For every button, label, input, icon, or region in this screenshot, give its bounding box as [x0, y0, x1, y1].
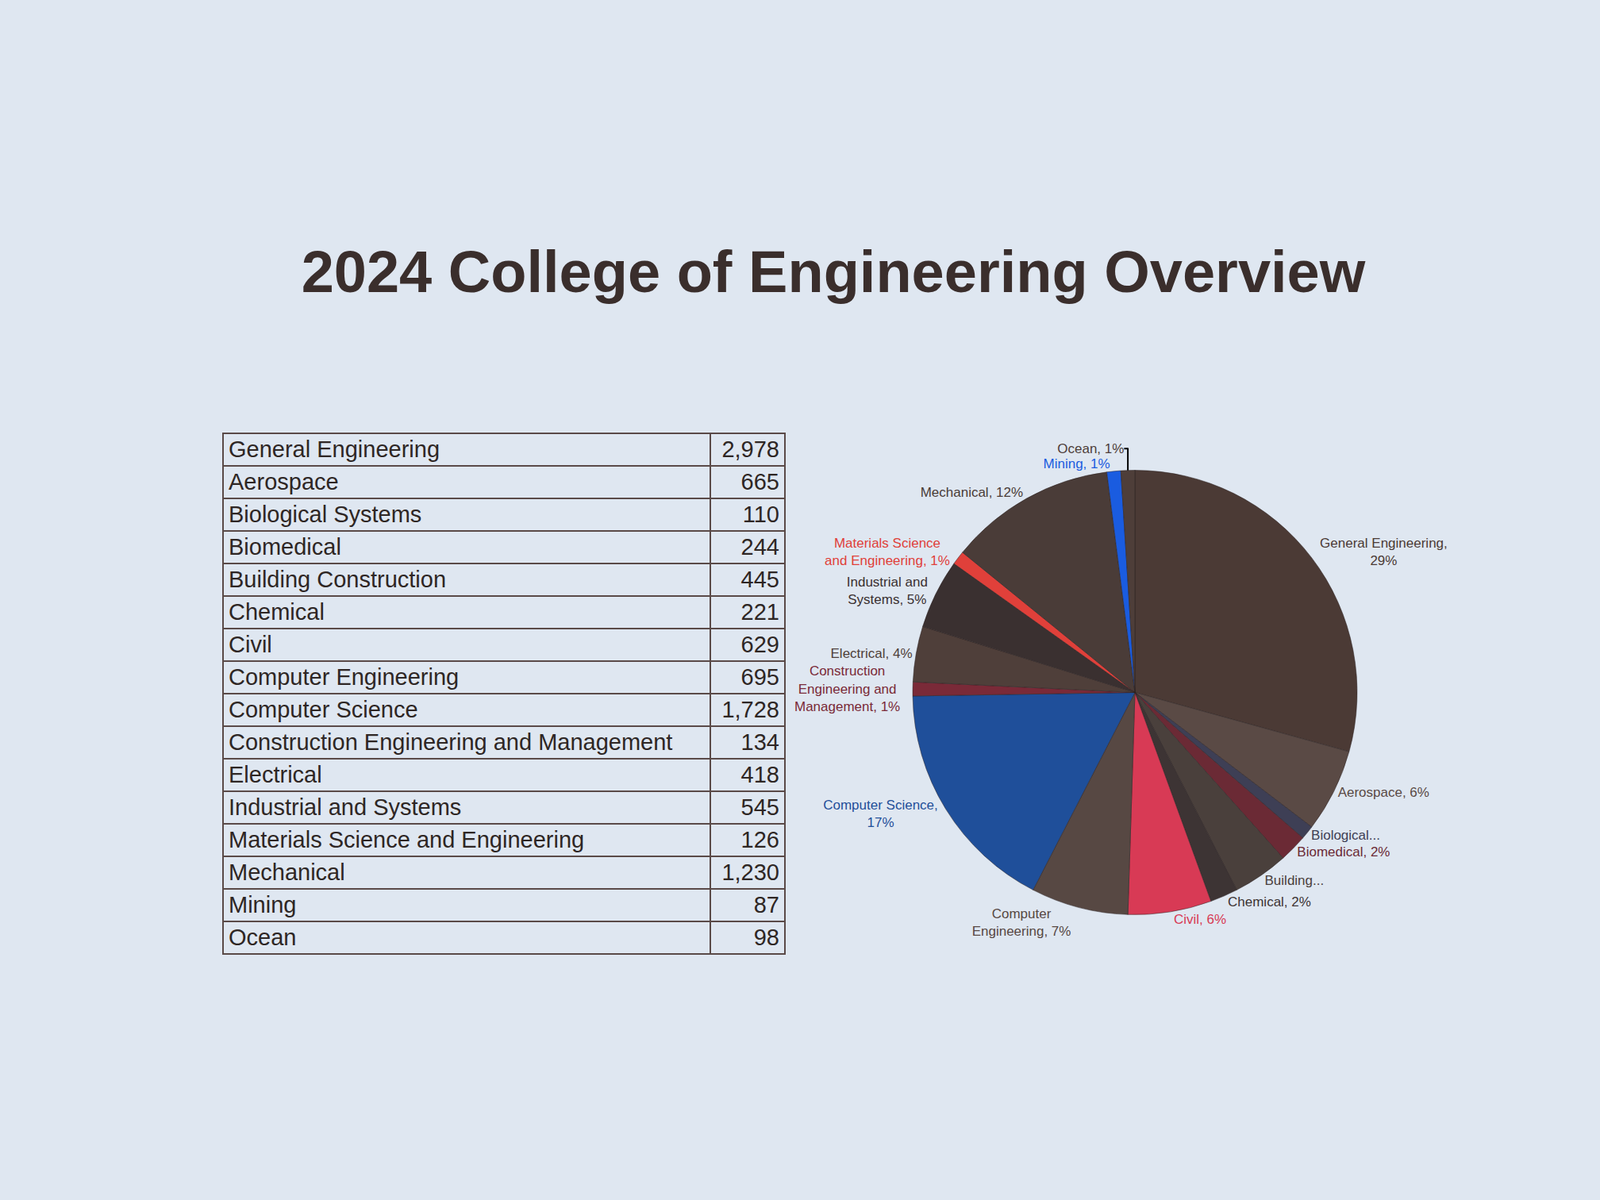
html-text:110: 110 — [742, 501, 780, 527]
svg-text:Chemical, 2%: Chemical, 2% — [1227, 894, 1312, 910]
html-text:126: 126 — [740, 826, 780, 853]
html-text:87: 87 — [753, 892, 780, 918]
svg-text:ConstructionEngineering andMan: ConstructionEngineering andManagement, 1… — [794, 663, 900, 714]
html-text:Chemical: Chemical — [228, 599, 325, 625]
svg-text:Building...: Building... — [1265, 873, 1325, 889]
html-text:445: 445 — [740, 566, 780, 593]
html-text:2,978: 2,978 — [721, 436, 780, 462]
svg-text:Mining, 1%: Mining, 1% — [1043, 456, 1111, 472]
svg-text:Biological...: Biological... — [1311, 827, 1381, 843]
svg-text:Materials Scienceand Engineeri: Materials Scienceand Engineering, 1% — [824, 535, 950, 569]
html-text:1,230: 1,230 — [721, 859, 780, 885]
html-text:2024 College of Engineering Ov: 2024 College of Engineering Overview — [301, 238, 1366, 305]
html-text:Industrial and Systems: Industrial and Systems — [228, 794, 462, 820]
html-text:Construction Engineering and M: Construction Engineering and Management — [228, 729, 673, 755]
svg-text:Biomedical, 2%: Biomedical, 2% — [1296, 844, 1390, 860]
html-text:1,728: 1,728 — [721, 696, 780, 723]
html-text:Biological Systems: Biological Systems — [228, 501, 422, 527]
html-text:665: 665 — [740, 469, 780, 495]
html-text:Electrical: Electrical — [228, 761, 322, 788]
svg-text:ComputerEngineering, 7%: ComputerEngineering, 7% — [972, 906, 1072, 939]
svg-text:Ocean, 1%: Ocean, 1% — [1057, 441, 1124, 457]
html-text:Civil: Civil — [228, 631, 273, 658]
html-text:Building Construction: Building Construction — [228, 566, 447, 593]
svg-text:Civil, 6%: Civil, 6% — [1173, 911, 1227, 927]
svg-text:Industrial andSystems, 5%: Industrial andSystems, 5% — [846, 574, 928, 608]
html-text:695: 695 — [740, 664, 780, 690]
html-text:244: 244 — [740, 534, 780, 560]
svg-text:Mechanical, 12%: Mechanical, 12% — [920, 484, 1024, 500]
svg-text:Electrical, 4%: Electrical, 4% — [830, 646, 913, 662]
svg-text:Aerospace, 6%: Aerospace, 6% — [1338, 784, 1430, 800]
html-text:Mining: Mining — [228, 892, 297, 918]
html-text:134: 134 — [740, 729, 780, 755]
html-text:General Engineering: General Engineering — [228, 436, 440, 462]
svg-text:General Engineering,29%: General Engineering,29% — [1319, 535, 1448, 569]
html-text:Biomedical: Biomedical — [228, 534, 342, 560]
html-text:221: 221 — [740, 599, 780, 625]
html-text:545: 545 — [740, 794, 780, 820]
html-text:Aerospace: Aerospace — [228, 469, 339, 495]
html-text:Ocean: Ocean — [228, 924, 297, 950]
html-text:Computer Science: Computer Science — [228, 696, 418, 723]
html-text:418: 418 — [740, 761, 780, 788]
html-text:98: 98 — [753, 924, 780, 950]
svg-text:Computer Science,17%: Computer Science,17% — [823, 797, 939, 831]
html-text:Materials Science and Engineer: Materials Science and Engineering — [228, 826, 585, 853]
html-text:Computer Engineering: Computer Engineering — [228, 664, 459, 690]
html-text:Mechanical: Mechanical — [228, 859, 345, 885]
html-text:629: 629 — [740, 631, 780, 658]
